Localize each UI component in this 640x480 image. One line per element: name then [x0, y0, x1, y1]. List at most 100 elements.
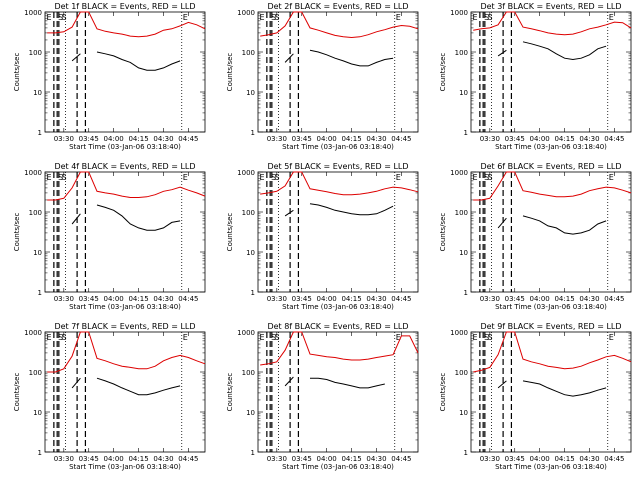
events-series-line — [284, 376, 385, 389]
marker-label: E — [473, 13, 478, 22]
marker-label: E — [260, 173, 265, 182]
x-tick-label: 04:45 — [604, 135, 624, 143]
y-tick-label: 1 — [251, 129, 255, 137]
marker-label: S — [58, 13, 63, 22]
events-series-line — [497, 41, 607, 61]
x-tick-label: 04:00 — [104, 135, 124, 143]
x-tick-label: 04:15 — [554, 295, 574, 303]
x-axis-label: Start Time (03-Jan-06 03:18:40) — [69, 463, 181, 471]
x-tick-label: 04:15 — [341, 295, 361, 303]
x-tick-label: 04:45 — [178, 455, 198, 463]
marker-label: S — [62, 333, 67, 342]
y-tick-label: 1000 — [237, 169, 255, 177]
panel-2: Det 2f BLACK = Events, RED = LLD 1 10 100 10… — [226, 2, 419, 151]
y-tick-label: 1 — [38, 129, 42, 137]
x-tick-label: 04:45 — [604, 455, 624, 463]
x-axis-label: Start Time (03-Jan-06 03:18:40) — [282, 303, 394, 311]
panel-6: Det 6f BLACK = Events, RED = LLD 1 10 100 10… — [439, 162, 632, 311]
x-axis-label: Start Time (03-Jan-06 03:18:40) — [495, 143, 607, 151]
panel-title: Det 2f BLACK = Events, RED = LLD — [267, 2, 408, 11]
events-series-line — [284, 49, 394, 67]
y-tick-label: 1000 — [237, 329, 255, 337]
plot-frame — [44, 331, 206, 453]
x-tick-label: 03:30 — [267, 135, 287, 143]
y-tick-label: 1 — [38, 449, 42, 457]
x-tick-label: 04:30 — [366, 455, 386, 463]
plot-frame — [44, 11, 206, 133]
y-tick-label: 1000 — [450, 9, 468, 17]
x-axis-label: Start Time (03-Jan-06 03:18:40) — [282, 143, 394, 151]
y-tick-label: 1000 — [24, 9, 42, 17]
panel-3: Det 3f BLACK = Events, RED = LLD 1 10 100 10… — [439, 2, 632, 151]
marker-label: S — [58, 333, 63, 342]
y-tick-label: 10 — [459, 249, 468, 257]
y-tick-label: 1000 — [24, 169, 42, 177]
plot-frame — [470, 331, 632, 453]
x-axis-label: Start Time (03-Jan-06 03:18:40) — [495, 303, 607, 311]
marker-label: S — [488, 173, 493, 182]
marker-label: S — [488, 333, 493, 342]
y-tick-label: 10 — [459, 409, 468, 417]
x-tick-label: 03:45 — [505, 455, 525, 463]
marker-label: S — [488, 13, 493, 22]
x-tick-label: 04:30 — [579, 295, 599, 303]
x-tick-label: 04:00 — [530, 135, 550, 143]
panel-1: Det 1f BLACK = Events, RED = LLD 1 10 100 10… — [13, 2, 206, 151]
x-tick-label: 04:45 — [391, 295, 411, 303]
x-tick-label: 04:15 — [341, 455, 361, 463]
lld-series-line — [473, 11, 632, 36]
marker-label: E — [609, 13, 614, 22]
y-tick-label: 100 — [242, 369, 255, 377]
x-tick-label: 04:00 — [317, 455, 337, 463]
x-tick-label: 04:30 — [153, 135, 173, 143]
marker-label: S — [58, 173, 63, 182]
x-tick-label: 04:30 — [366, 295, 386, 303]
marker-label: E — [47, 173, 52, 182]
y-tick-label: 10 — [246, 89, 255, 97]
marker-label: S — [271, 333, 276, 342]
events-series-line — [71, 204, 181, 231]
y-tick-label: 10 — [33, 249, 42, 257]
y-tick-label: 1 — [251, 289, 255, 297]
plot-frame — [470, 11, 632, 133]
panel-title: Det 6f BLACK = Events, RED = LLD — [480, 162, 621, 171]
lld-series-line — [260, 11, 419, 39]
panel-8: Det 8f BLACK = Events, RED = LLD 1 10 100 10… — [226, 322, 419, 471]
marker-label: E — [473, 173, 478, 182]
y-tick-label: 100 — [242, 49, 255, 57]
y-tick-label: 1 — [464, 449, 468, 457]
y-tick-label: 1000 — [237, 9, 255, 17]
x-tick-label: 04:00 — [104, 455, 124, 463]
y-axis-label: Counts/sec — [13, 213, 21, 252]
x-tick-label: 04:45 — [178, 135, 198, 143]
x-axis-label: Start Time (03-Jan-06 03:18:40) — [282, 463, 394, 471]
events-series-line — [497, 215, 607, 235]
y-axis-label: Counts/sec — [13, 373, 21, 412]
x-tick-label: 03:30 — [54, 295, 74, 303]
y-tick-label: 100 — [242, 209, 255, 217]
x-tick-label: 04:00 — [317, 295, 337, 303]
x-tick-label: 03:30 — [480, 135, 500, 143]
events-series-line — [284, 203, 394, 217]
lld-series-line — [47, 331, 206, 373]
marker-label: S — [62, 173, 67, 182]
events-series-line — [71, 377, 181, 396]
y-tick-label: 1000 — [450, 329, 468, 337]
plot-frame — [257, 171, 419, 293]
marker-label: S — [275, 333, 280, 342]
y-tick-label: 10 — [33, 409, 42, 417]
events-series-line — [497, 380, 607, 397]
panel-title: Det 4f BLACK = Events, RED = LLD — [54, 162, 195, 171]
marker-label: E — [183, 173, 188, 182]
x-tick-label: 03:45 — [292, 135, 312, 143]
y-axis-label: Counts/sec — [439, 373, 447, 412]
x-tick-label: 04:00 — [530, 455, 550, 463]
marker-label: E — [609, 173, 614, 182]
panel-title: Det 8f BLACK = Events, RED = LLD — [267, 322, 408, 331]
x-tick-label: 04:45 — [178, 295, 198, 303]
y-axis-label: Counts/sec — [226, 213, 234, 252]
panel-4: Det 4f BLACK = Events, RED = LLD 1 10 100 10… — [13, 162, 206, 311]
plot-frame — [257, 11, 419, 133]
lld-series-line — [47, 11, 206, 38]
marker-label: E — [47, 13, 52, 22]
